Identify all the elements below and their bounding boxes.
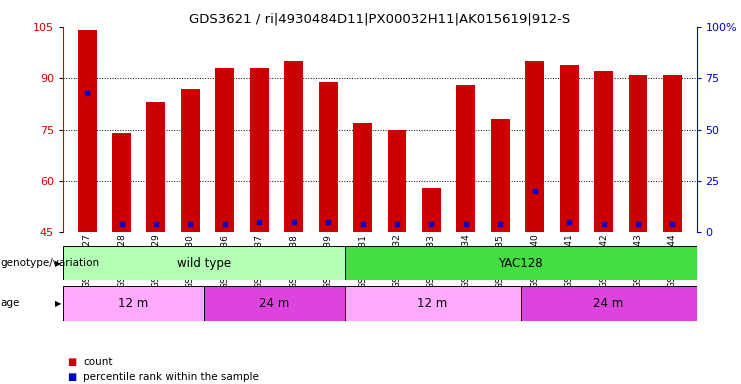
- Text: YAC128: YAC128: [498, 257, 543, 270]
- Text: ■: ■: [67, 357, 76, 367]
- Bar: [63, 286, 204, 321]
- Bar: [285, 61, 303, 232]
- Bar: [78, 30, 96, 232]
- Bar: [319, 82, 338, 232]
- Bar: [345, 286, 520, 321]
- Bar: [204, 286, 345, 321]
- Bar: [388, 130, 407, 232]
- Bar: [520, 286, 697, 321]
- Text: 12 m: 12 m: [119, 297, 148, 310]
- Bar: [628, 75, 648, 232]
- Text: 24 m: 24 m: [259, 297, 289, 310]
- Bar: [250, 68, 269, 232]
- Bar: [456, 85, 475, 232]
- Bar: [559, 65, 579, 232]
- Bar: [663, 75, 682, 232]
- Text: age: age: [1, 298, 20, 308]
- Bar: [353, 123, 372, 232]
- Text: ▶: ▶: [55, 258, 61, 268]
- Bar: [525, 61, 544, 232]
- Bar: [422, 188, 441, 232]
- Bar: [63, 246, 345, 280]
- Bar: [147, 102, 165, 232]
- Text: ■: ■: [67, 372, 76, 382]
- Text: 24 m: 24 m: [594, 297, 624, 310]
- Bar: [491, 119, 510, 232]
- Bar: [181, 89, 200, 232]
- Text: count: count: [83, 357, 113, 367]
- Title: GDS3621 / ri|4930484D11|PX00032H11|AK015619|912-S: GDS3621 / ri|4930484D11|PX00032H11|AK015…: [189, 13, 571, 26]
- Text: genotype/variation: genotype/variation: [1, 258, 100, 268]
- Bar: [216, 68, 234, 232]
- Bar: [112, 133, 131, 232]
- Bar: [345, 246, 697, 280]
- Text: ▶: ▶: [55, 299, 61, 308]
- Text: wild type: wild type: [176, 257, 231, 270]
- Text: 12 m: 12 m: [417, 297, 448, 310]
- Text: percentile rank within the sample: percentile rank within the sample: [83, 372, 259, 382]
- Bar: [594, 71, 613, 232]
